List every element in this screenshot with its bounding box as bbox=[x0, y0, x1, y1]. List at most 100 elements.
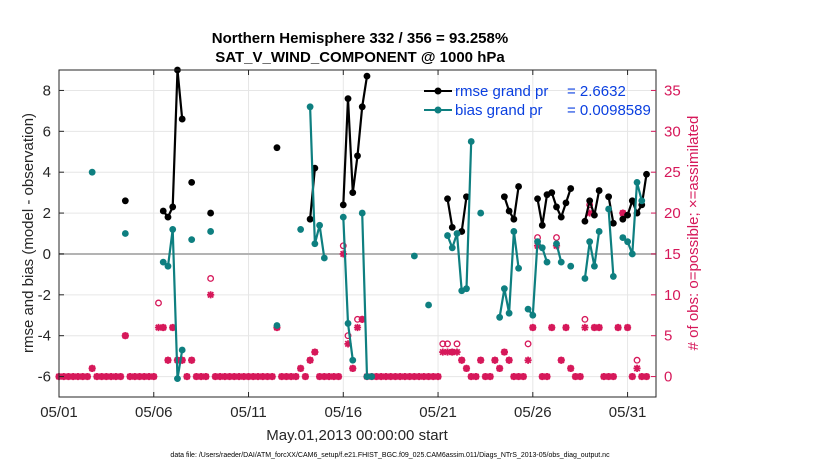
obs-possible-point-111 bbox=[581, 315, 589, 323]
bias-point-28 bbox=[363, 373, 371, 380]
obs-assimilated-point-73 bbox=[401, 372, 409, 381]
y-tick-label-6: 6 bbox=[43, 123, 51, 140]
obs-assimilated-point-94 bbox=[500, 348, 508, 356]
obs-assimilated-point-44 bbox=[263, 372, 272, 381]
obs-assimilated-point-104 bbox=[548, 323, 556, 332]
obs-possible-point-21 bbox=[155, 299, 162, 307]
bias-point-53 bbox=[538, 244, 546, 252]
legend-bias-marker bbox=[434, 106, 442, 114]
obs-assimilated-point-60 bbox=[339, 250, 347, 258]
obs-assimilated-point-38 bbox=[235, 372, 243, 381]
obs-assimilated-point-74 bbox=[406, 372, 414, 381]
obs-possible-point-61 bbox=[344, 332, 352, 340]
bias-point-7 bbox=[174, 375, 181, 383]
obs-assimilated-point-7 bbox=[88, 364, 96, 372]
bias-point-61 bbox=[581, 275, 589, 282]
y-right-tick-label-0: 0 bbox=[664, 369, 672, 386]
obs-assimilated-point-90 bbox=[481, 372, 490, 381]
obs-assimilated-point-124 bbox=[642, 372, 651, 381]
rmse-point-23 bbox=[363, 72, 371, 80]
bias-point-10 bbox=[188, 236, 196, 244]
bias-point-62 bbox=[586, 238, 594, 246]
x-tick-label-5: 05/26 bbox=[514, 404, 552, 421]
rmse-point-18 bbox=[339, 201, 347, 209]
obs-assimilated-point-50 bbox=[292, 372, 300, 381]
obs-assimilated-point-64 bbox=[358, 315, 366, 323]
obs-assimilated-point-89 bbox=[477, 356, 485, 364]
y-right-tick-label-1: 5 bbox=[664, 328, 672, 345]
y-tick-label-0: -6 bbox=[38, 369, 51, 386]
obs-assimilated-point-118 bbox=[614, 323, 622, 332]
obs-possible-point-81 bbox=[439, 340, 447, 348]
rmse-point-5 bbox=[169, 203, 177, 211]
obs-assimilated-point-21 bbox=[154, 323, 163, 332]
obs-assimilated-point-16 bbox=[131, 372, 139, 381]
rmse-point-45 bbox=[581, 217, 589, 225]
obs-assimilated-point-17 bbox=[135, 372, 144, 381]
obs-assimilated-point-121 bbox=[628, 372, 636, 381]
obs-assimilated-point-63 bbox=[353, 323, 362, 332]
rmse-point-43 bbox=[567, 185, 575, 192]
obs-assimilated-point-81 bbox=[439, 348, 447, 356]
obs-assimilated-point-35 bbox=[221, 372, 229, 381]
bias-point-63 bbox=[591, 262, 598, 270]
obs-assimilated-point-2 bbox=[64, 372, 73, 381]
y-axis-label: rmse and bias (model - observation) bbox=[20, 113, 37, 353]
bias-point-72 bbox=[633, 179, 641, 186]
legend-rmse-marker bbox=[434, 87, 442, 95]
obs-assimilated-point-61 bbox=[344, 340, 352, 348]
obs-assimilated-point-97 bbox=[514, 372, 523, 381]
obs-assimilated-point-41 bbox=[249, 372, 257, 381]
obs-markers bbox=[55, 201, 651, 381]
obs-assimilated-point-77 bbox=[420, 372, 428, 381]
obs-assimilated-point-100 bbox=[529, 323, 537, 332]
bias-point-64 bbox=[595, 228, 603, 235]
bias-point-14 bbox=[273, 322, 281, 329]
bias-point-27 bbox=[358, 209, 366, 217]
bias-point-25 bbox=[349, 356, 357, 364]
plot-frame bbox=[58, 69, 657, 398]
obs-assimilated-point-48 bbox=[282, 372, 291, 381]
bias-point-16 bbox=[297, 226, 305, 233]
obs-assimilated-point-96 bbox=[510, 372, 518, 381]
obs-assimilated-point-4 bbox=[74, 372, 82, 381]
obs-assimilated-point-8 bbox=[93, 372, 101, 381]
obs-assimilated-point-70 bbox=[387, 372, 395, 381]
obs-assimilated-point-11 bbox=[107, 372, 115, 381]
obs-assimilated-point-103 bbox=[543, 372, 551, 381]
obs-assimilated-point-12 bbox=[112, 372, 120, 381]
bias-point-73 bbox=[638, 197, 646, 205]
obs-assimilated-point-106 bbox=[557, 356, 565, 364]
obs-assimilated-point-67 bbox=[372, 372, 381, 381]
obs-assimilated-point-36 bbox=[225, 372, 234, 381]
obs-assimilated-point-80 bbox=[434, 372, 442, 381]
obs-assimilated-point-107 bbox=[562, 323, 570, 332]
obs-assimilated-point-78 bbox=[424, 372, 433, 381]
obs-assimilated-point-76 bbox=[415, 372, 423, 381]
rmse-point-41 bbox=[557, 213, 565, 221]
obs-assimilated-point-84 bbox=[453, 348, 461, 356]
obs-assimilated-point-115 bbox=[600, 372, 608, 381]
rmse-point-1 bbox=[121, 197, 129, 205]
obs-assimilated-point-34 bbox=[216, 372, 224, 381]
obs-assimilated-point-53 bbox=[306, 356, 314, 364]
obs-assimilated-point-122 bbox=[633, 364, 641, 372]
obs-assimilated-point-51 bbox=[297, 364, 305, 372]
bias-point-42 bbox=[477, 209, 485, 217]
legend-rmse-label: rmse grand pr bbox=[455, 83, 548, 100]
x-tick-label-2: 05/11 bbox=[230, 404, 266, 421]
obs-possible-point-32 bbox=[207, 275, 215, 282]
y-tick-label-5: 4 bbox=[43, 164, 51, 181]
rmse-point-26 bbox=[448, 223, 456, 231]
plot-area bbox=[59, 70, 656, 397]
y-right-tick-label-6: 30 bbox=[664, 123, 681, 140]
legend: rmse grand pr = 2.6632 bias grand pr = 0… bbox=[424, 83, 651, 119]
obs-assimilated-point-10 bbox=[102, 372, 110, 381]
bias-point-2 bbox=[121, 230, 129, 237]
obs-assimilated-point-28 bbox=[188, 356, 196, 364]
x-tick-label-0: 05/01 bbox=[40, 404, 78, 421]
rmse-point-34 bbox=[515, 183, 522, 190]
rmse-point-3 bbox=[159, 207, 167, 215]
obs-assimilated-point-56 bbox=[320, 372, 328, 381]
